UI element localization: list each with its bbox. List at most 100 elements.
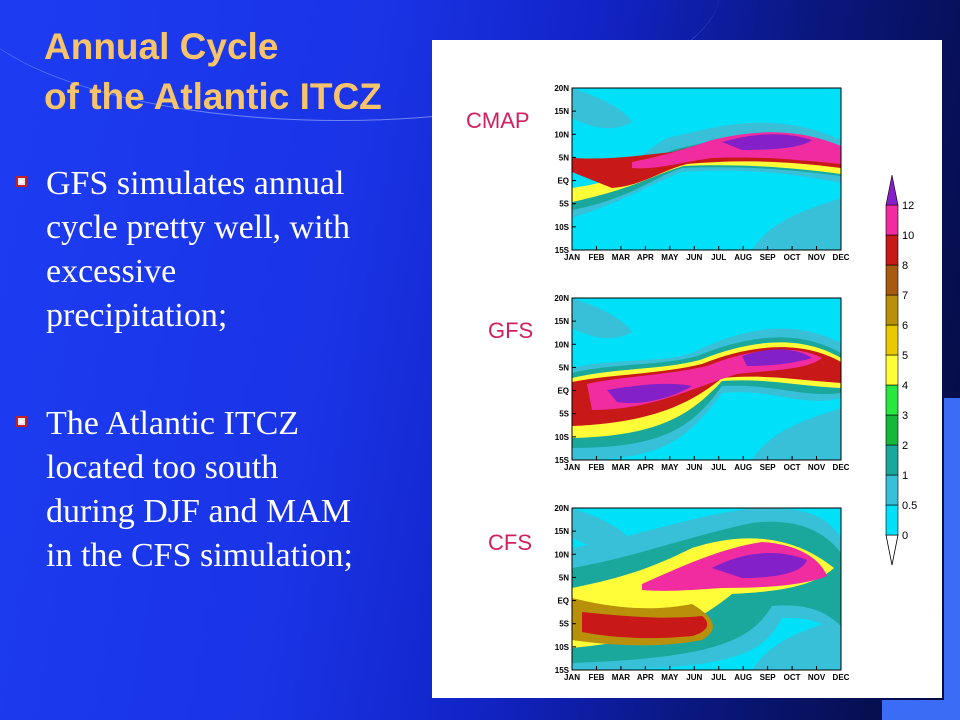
colorbar-segment [885,444,899,476]
hovmoller-plots: JAN FEB MAR APR MAY JUN JUL AUG SEP OCT NOV DEC 20N 1… [554,84,917,682]
x-tick-label-nov: NOV [808,673,826,682]
x-tick-label-sep: SEP [760,253,777,262]
bullet-item-cfs: The Atlantic ITCZ located too south duri… [12,402,432,578]
x-tick-label-apr: APR [637,463,654,472]
bullet-square-icon [16,416,27,427]
y-tick-label-eq: EQ [557,597,569,606]
colorbar-label: 10 [902,230,914,242]
contour-shape [752,408,841,460]
contour-shape [712,553,807,578]
colorbar-label: 3 [902,410,908,422]
x-tick-label-jan: JAN [564,253,580,262]
panel-gfs: JAN FEB MAR APR MAY JUN JUL AUG SEP OCT NOV DEC 20N 1… [554,294,849,472]
decorative-corner-block [944,398,960,720]
colorbar-segment [885,414,899,446]
colorbar-segment [885,264,899,296]
colorbar-label: 1 [902,470,908,482]
y-tick-label-20n: 20N [554,294,569,303]
x-tick-label-jul: JUL [711,463,726,472]
colorbar-label: 0.5 [902,500,917,512]
colorbar-label: 5 [902,350,908,362]
y-tick-label-5s: 5S [559,620,569,629]
contour-shape [572,88,632,129]
x-tick-label-nov: NOV [808,463,826,472]
panel-cfs: JAN FEB MAR APR MAY JUN JUL AUG SEP OCT NOV DEC 20N 1… [554,504,849,682]
colorbar-label: 4 [902,380,908,392]
contour-shape [582,612,708,639]
colorbar-label: 7 [902,290,908,302]
y-tick-label-15n: 15N [554,527,569,536]
y-tick-label-5s: 5S [559,200,569,209]
y-tick-label-5n: 5N [559,573,569,582]
contour-shape [572,298,632,339]
x-tick-label-jul: JUL [711,673,726,682]
y-tick-label-eq: EQ [557,177,569,186]
colorbar-label: 0 [902,530,908,542]
bullet-2-line-1: The Atlantic ITCZ [46,405,300,442]
x-tick-label-nov: NOV [808,253,826,262]
panel-label-cfs: CFS [488,530,532,555]
x-tick-label-mar: MAR [612,253,630,262]
x-tick-label-mar: MAR [612,673,630,682]
x-tick-label-aug: AUG [734,253,752,262]
bullet-1-line-4: precipitation; [46,297,228,334]
y-tick-label-10s: 10S [555,433,570,442]
decorative-corner-block-bottom [882,700,960,720]
x-tick-label-dec: DEC [833,673,850,682]
x-tick-label-jul: JUL [711,253,726,262]
x-tick-label-sep: SEP [760,463,777,472]
y-tick-label-20n: 20N [554,504,569,513]
x-tick-label-apr: APR [637,253,654,262]
bullet-1-line-2: cycle pretty well, with [46,209,351,246]
panel-frame [571,507,842,671]
colorbar-segment [885,354,899,386]
colorbar-segment [885,384,899,416]
x-tick-label-aug: AUG [734,673,752,682]
y-tick-label-20n: 20N [554,84,569,93]
x-tick-label-oct: OCT [784,253,801,262]
x-tick-label-jan: JAN [564,673,580,682]
x-tick-label-feb: FEB [588,673,604,682]
decorative-swoosh [0,0,720,121]
x-tick-label-jun: JUN [686,463,702,472]
x-tick-label-mar: MAR [612,463,630,472]
colorbar-segment [885,234,899,266]
contour-shape [572,508,632,549]
y-tick-label-15s: 15S [555,246,570,255]
bullet-list: GFS simulates annual cycle pretty well, … [12,162,432,578]
y-tick-label-15s: 15S [555,666,570,675]
x-tick-label-sep: SEP [760,673,777,682]
x-tick-label-feb: FEB [588,463,604,472]
x-tick-label-dec: DEC [833,463,850,472]
y-tick-label-15s: 15S [555,456,570,465]
colorbar-upper-arrow [885,174,899,206]
x-tick-label-may: MAY [661,253,679,262]
bullet-1-line-3: excessive [46,253,177,290]
x-tick-label-jan: JAN [564,463,580,472]
panel-cmap: JAN FEB MAR APR MAY JUN JUL AUG SEP OCT NOV DEC 20N 1… [554,84,849,262]
contour-shape [722,134,812,150]
bullet-2-line-2: located too south [46,449,279,486]
x-tick-label-jun: JUN [686,253,702,262]
colorbar-segment [885,204,899,236]
colorbar-lower-arrow [885,534,899,566]
colorbar-segment [885,504,899,536]
colorbar-segment [885,324,899,356]
slide-title: Annual Cycle of the Atlantic ITCZ [44,22,382,122]
x-tick-label-jun: JUN [686,673,702,682]
x-tick-label-may: MAY [661,673,679,682]
contour-shape [742,349,812,366]
y-tick-label-5s: 5S [559,410,569,419]
x-tick-label-aug: AUG [734,463,752,472]
x-tick-label-dec: DEC [833,253,850,262]
bullet-square-icon [16,176,27,187]
y-tick-label-10s: 10S [555,223,570,232]
x-tick-label-oct: OCT [784,673,801,682]
y-tick-label-5n: 5N [559,363,569,372]
x-tick-label-oct: OCT [784,463,801,472]
panel-label-cmap: CMAP [466,108,530,133]
colorbar-label: 2 [902,440,908,452]
title-line-2: of the Atlantic ITCZ [44,76,382,117]
panel-label-gfs: GFS [488,318,534,343]
